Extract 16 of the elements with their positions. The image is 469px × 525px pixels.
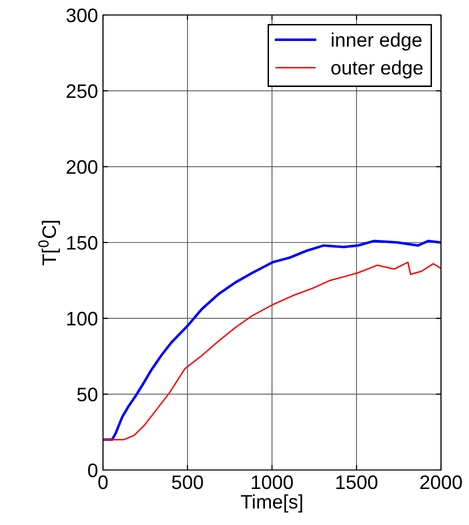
y-axis-title: T[$^{0}$C] [38, 220, 60, 266]
y-tick-label: 200 [66, 160, 98, 174]
x-tick-label: 1000 [252, 475, 293, 490]
y-tick-label: 300 [66, 8, 98, 22]
y-tick-label: 100 [67, 312, 98, 326]
legend-label: inner edge [332, 32, 422, 51]
y-tick-label: 150 [67, 236, 98, 250]
x-tick-label: 0 [98, 475, 108, 490]
y-tick-label: 50 [77, 388, 98, 402]
legend-label: outer edge [331, 60, 423, 78]
x-tick-label: 1500 [336, 475, 378, 490]
x-tick-label: 2000 [420, 475, 462, 490]
x-tick-label: 500 [172, 475, 203, 490]
y-tick-label: 0 [88, 463, 98, 478]
y-tick-label: 250 [66, 84, 98, 98]
x-axis-title: Time[s] [240, 494, 302, 512]
